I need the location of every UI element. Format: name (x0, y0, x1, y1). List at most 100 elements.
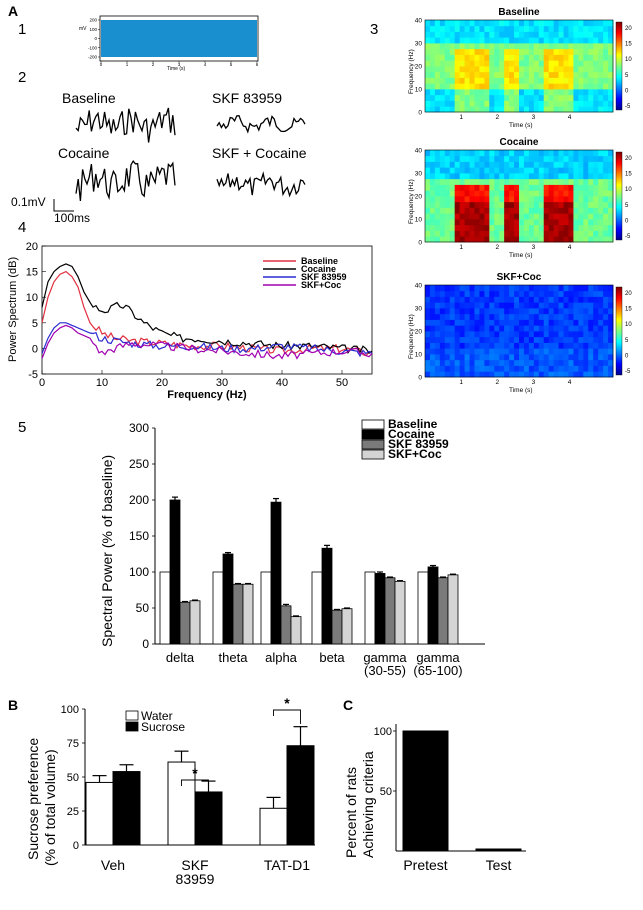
spectrogram-cell (558, 155, 564, 162)
spectrogram-cell (548, 77, 555, 84)
spectrogram-cell (558, 83, 564, 90)
spectrogram-cell (558, 319, 564, 326)
spectrogram-cell (449, 94, 456, 101)
spectrogram-cell (583, 213, 589, 220)
spectrogram-cell (528, 190, 535, 197)
spectrogram-cell (459, 161, 465, 168)
spectrogram-cell (499, 302, 505, 309)
spectrogram-cell (553, 342, 559, 349)
spectrogram-cell (563, 201, 569, 208)
spectrogram-cell (489, 201, 495, 208)
spectrogram-cell (509, 77, 515, 84)
spectrogram-cell (469, 336, 475, 343)
spectrogram-cell (439, 348, 446, 355)
spectrogram-cell (469, 60, 475, 67)
spectrogram-cell (459, 25, 465, 32)
sucrose-bar-water (259, 807, 288, 846)
spectrogram-cell (598, 196, 604, 203)
spectrogram-cell (464, 236, 470, 243)
spectrogram-cell (578, 201, 584, 208)
spectrogram-cell (464, 190, 470, 197)
spectrogram-cell (514, 155, 520, 162)
spectrogram-cell (548, 37, 555, 44)
spectrogram-cell (519, 348, 525, 355)
spectrogram-xtick: 4 (568, 379, 572, 386)
spectrogram-cell (469, 354, 475, 361)
spectrogram-cell (464, 184, 470, 191)
spectrogram-cell (538, 230, 545, 237)
spectrogram-cell (519, 43, 525, 50)
significance-star: * (192, 765, 198, 781)
spectrogram-cell (499, 184, 505, 191)
spectrogram-cell (568, 190, 574, 197)
spectrogram-cell (603, 331, 609, 338)
spectrogram-cell (474, 219, 480, 226)
spectrogram-cell (598, 224, 604, 231)
spectrogram-cell (434, 325, 441, 332)
spectrogram-ytick: 10 (415, 87, 423, 94)
spectrogram-cell (429, 365, 436, 372)
spectrogram-cell (563, 230, 569, 237)
spectrogram-cell (434, 43, 441, 50)
spectrogram-cell (444, 348, 451, 355)
spectrogram-cell (568, 71, 574, 78)
spectrogram-cell (459, 319, 465, 326)
spectrogram-cell (603, 365, 609, 372)
spectrogram-cell (474, 83, 480, 90)
spectrogram-cell (558, 43, 564, 50)
spectrogram-cell (608, 43, 614, 50)
spectrogram-cell (538, 285, 545, 292)
spectrogram-cell (568, 359, 574, 366)
spectrogram-cell (603, 184, 609, 191)
spectrogram-cell (523, 106, 530, 113)
spectrogram-cell (479, 89, 485, 96)
specbars-bar-skf83959 (331, 609, 343, 645)
spectrogram-cell (553, 336, 559, 343)
spectrogram-cell (469, 371, 475, 378)
spectrogram-cell (484, 313, 490, 320)
spectrogram-cell (598, 313, 604, 320)
spectrogram-cell (449, 302, 456, 309)
spectrogram-cell (563, 155, 569, 162)
spectrogram-cell (499, 196, 505, 203)
spectrogram-cell (563, 325, 569, 332)
spectrogram-cell (528, 313, 535, 320)
spectrogram-cell (608, 48, 614, 55)
spectrogram-cell (449, 290, 456, 297)
spectrogram-cell (533, 106, 540, 113)
spectrogram-cell (429, 155, 436, 162)
spectrogram-cell (543, 354, 550, 361)
spectrogram-cell (588, 71, 594, 78)
spectrogram-cell (598, 336, 604, 343)
specbars-bar-baseline (311, 571, 323, 645)
spectrogram-cell (499, 342, 505, 349)
spectrogram-cell (429, 66, 436, 73)
spectrogram-cell (568, 89, 574, 96)
spectrogram-cell (469, 219, 475, 226)
spectrogram-cell (583, 48, 589, 55)
spectrogram-cell (464, 66, 470, 73)
spectrogram-cell (514, 31, 520, 38)
spectrogram-cell (528, 89, 535, 96)
spectrogram-cell (499, 43, 505, 50)
spectrogram-cell (474, 285, 480, 292)
spectrogram-cell (588, 155, 594, 162)
spectrogram-cell (489, 230, 495, 237)
trace-label-skf: SKF 83959 (212, 90, 282, 106)
spectrogram-cell (499, 155, 505, 162)
spectrogram-cell (519, 100, 525, 107)
spectrogram-cell (588, 313, 594, 320)
colorbar-tick: 20 (625, 291, 632, 297)
spectrogram-cell (489, 31, 495, 38)
spectrogram-cell (598, 94, 604, 101)
spectrogram-cell (533, 43, 540, 50)
power-line-cocaine (41, 263, 373, 355)
significance-star: * (284, 695, 290, 711)
spectrogram-cell (425, 207, 431, 214)
spectrogram-cell (528, 54, 535, 61)
spectrogram-cell (494, 348, 500, 355)
spectrogram-cell (489, 150, 495, 157)
spectrogram-cell (538, 48, 545, 55)
spectrogram-cell (553, 313, 559, 320)
spectrogram-cell (553, 161, 559, 168)
